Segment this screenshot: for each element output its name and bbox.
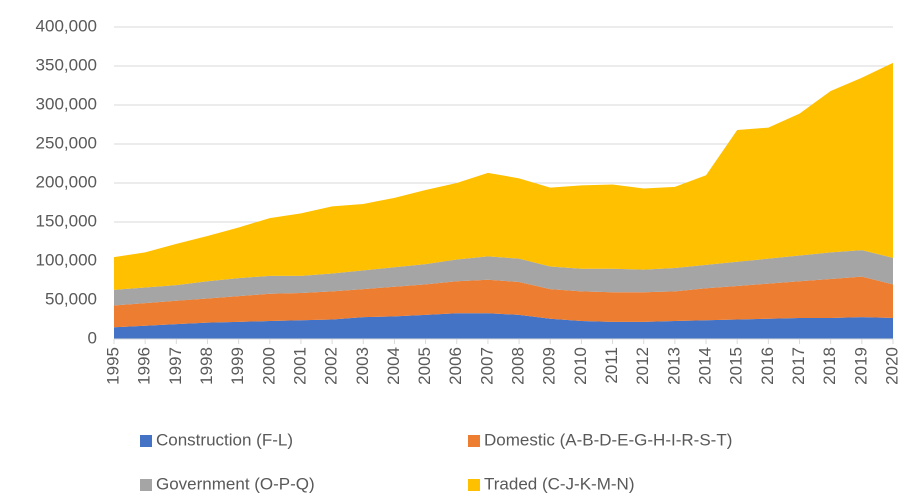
y-tick-label: 350,000	[36, 55, 97, 74]
legend-swatch	[468, 479, 480, 491]
x-tick-label: 1995	[103, 347, 122, 385]
x-tick-label: 2005	[415, 347, 434, 385]
y-tick-label: 150,000	[36, 211, 97, 230]
x-tick-label: 1997	[166, 347, 185, 385]
area	[114, 250, 893, 306]
area	[114, 313, 893, 339]
y-tick-label: 50,000	[45, 289, 97, 308]
x-tick-label: 2009	[540, 347, 559, 385]
legend-swatch	[140, 479, 152, 491]
x-tick-label: 2019	[851, 347, 870, 385]
legend-label: Construction (F-L)	[156, 430, 293, 449]
x-tick-label: 2001	[290, 347, 309, 385]
x-tick-label: 1996	[135, 347, 154, 385]
x-tick-label: 2002	[322, 347, 341, 385]
x-tick-label: 2014	[696, 347, 715, 385]
x-tick-label: 1999	[228, 347, 247, 385]
area	[114, 62, 893, 290]
legend-label: Domestic (A-B-D-E-G-H-I-R-S-T)	[484, 430, 732, 449]
legend-swatch	[468, 435, 480, 447]
legend-swatch	[140, 435, 152, 447]
area	[114, 276, 893, 328]
x-tick-label: 2018	[820, 347, 839, 385]
y-tick-label: 200,000	[36, 172, 97, 191]
legend-label: Traded (C-J-K-M-N)	[484, 474, 634, 493]
x-tick-label: 2004	[384, 347, 403, 385]
x-tick-label: 2006	[446, 347, 465, 385]
y-tick-label: 250,000	[36, 133, 97, 152]
legend-label: Government (O-P-Q)	[156, 474, 315, 493]
x-tick-label: 2017	[789, 347, 808, 385]
x-tick-label: 1998	[197, 347, 216, 385]
x-tick-label: 2007	[477, 347, 496, 385]
x-tick-label: 2010	[571, 347, 590, 385]
x-tick-label: 2012	[633, 347, 652, 385]
x-tick-label: 2020	[882, 347, 901, 385]
y-tick-label: 0	[88, 328, 97, 347]
x-tick-label: 2011	[602, 347, 621, 384]
x-tick-label: 2003	[353, 347, 372, 385]
x-tick-label: 2016	[758, 347, 777, 385]
x-tick-label: 2015	[727, 347, 746, 385]
y-tick-label: 400,000	[36, 16, 97, 35]
y-tick-label: 300,000	[36, 94, 97, 113]
x-tick-label: 2000	[259, 347, 278, 385]
x-tick-label: 2008	[509, 347, 528, 385]
x-tick-label: 2013	[664, 347, 683, 385]
y-tick-label: 100,000	[36, 250, 97, 269]
